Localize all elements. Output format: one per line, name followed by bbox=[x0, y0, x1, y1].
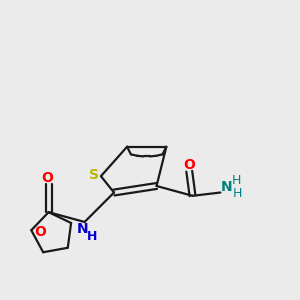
Text: O: O bbox=[183, 158, 195, 172]
Text: H: H bbox=[233, 187, 242, 200]
Text: H: H bbox=[232, 174, 242, 187]
Text: H: H bbox=[87, 230, 97, 243]
Text: S: S bbox=[89, 167, 99, 182]
Text: N: N bbox=[220, 180, 232, 194]
Text: N: N bbox=[77, 221, 89, 236]
Text: O: O bbox=[41, 172, 53, 185]
Text: O: O bbox=[34, 225, 46, 239]
